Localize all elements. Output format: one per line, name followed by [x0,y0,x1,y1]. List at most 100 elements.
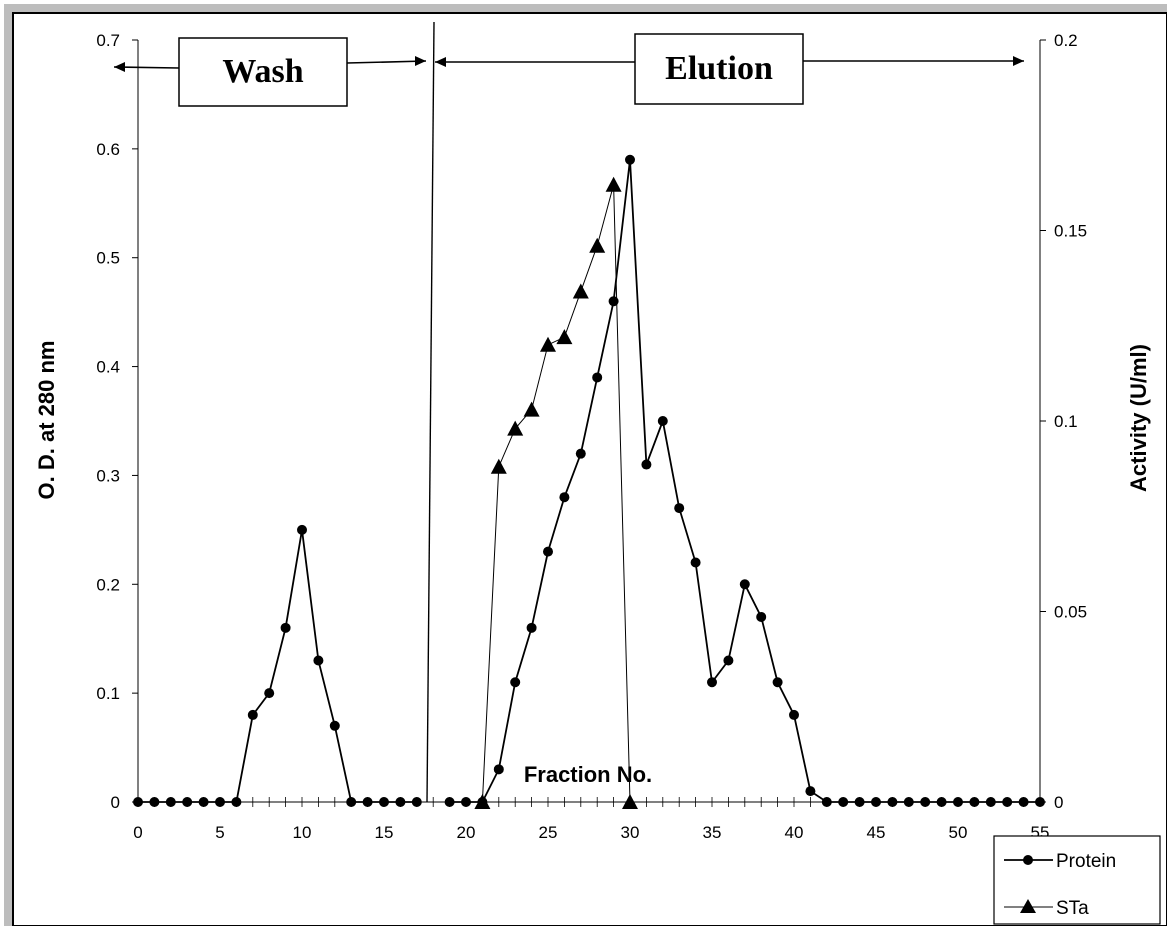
y-axis-title: O. D. at 280 nm [34,341,59,500]
protein-point [411,797,422,807]
protein-point [362,797,373,807]
protein-point [1018,797,1029,807]
protein-point [625,154,635,165]
protein-point [739,579,750,590]
protein-point [526,622,537,633]
protein-point [805,786,816,797]
sta-point [540,336,556,352]
x-tick-label: 20 [457,823,476,842]
y2-tick-label: 0 [1054,793,1063,812]
x-tick-label: 40 [785,823,804,842]
protein-point [182,797,193,807]
y2-tick-label: 0.2 [1054,31,1078,50]
protein-point [821,797,832,807]
elution-arrow-right-head [1013,56,1024,66]
protein-point [871,797,881,807]
protein-point [789,709,799,720]
elution-arrow-left-head [435,57,446,67]
protein-point [707,677,717,688]
protein-point [936,797,947,807]
protein-point [838,797,849,807]
y-tick-label: 0.6 [96,140,120,159]
protein-point [772,677,783,688]
protein-point [985,797,996,807]
elution-box [634,33,804,105]
legend-label-sta: STa [1056,898,1089,919]
x-tick-label: 0 [133,823,142,842]
protein-point [723,655,734,666]
protein-point [854,797,865,807]
protein-point [346,797,357,807]
protein-point [641,459,652,470]
protein-point [657,416,668,426]
protein-point [395,797,406,807]
protein-point [493,764,504,775]
protein-point [920,797,931,807]
y-tick-label: 0.2 [96,575,120,594]
sta-point [622,794,638,809]
protein-point [510,677,521,688]
legend-marker-sta [1020,899,1036,913]
sta-point [556,329,573,345]
legend-marker-protein [1023,855,1033,865]
protein-point [903,797,914,807]
wash-label: Wash [222,53,303,90]
protein-point [379,797,389,807]
series [133,154,1045,809]
protein-point [165,797,176,807]
protein-point [969,797,980,807]
elution-label: Elution [665,50,773,87]
protein-point [543,546,553,557]
protein-point [297,524,307,535]
legend-label-protein: Protein [1056,851,1116,872]
sta-point [490,458,507,474]
protein-point [198,797,209,807]
protein-point [1035,797,1045,807]
x-tick-label: 35 [703,823,722,842]
protein-point [461,797,471,807]
protein-point [592,372,603,383]
y-tick-label: 0.7 [96,31,120,50]
y2-tick-label: 0.1 [1054,412,1078,431]
protein-point [247,709,258,720]
x-tick-label: 25 [539,823,558,842]
protein-point [559,492,570,503]
protein-point [313,655,324,666]
legend-box [993,835,1161,925]
y-tick-label: 0.1 [96,684,120,703]
protein-point [674,503,685,514]
region-annotations: Wash Elution [113,21,1024,803]
x-tick-label: 15 [375,823,394,842]
protein-point [133,797,143,807]
sta-point [589,237,606,253]
x-axis-title: Fraction No. [524,762,652,787]
x-tick-label: 5 [215,823,224,842]
protein-point [329,720,340,731]
sta-point [507,420,524,436]
protein-point [756,611,767,622]
sta-point [523,401,540,417]
wash-arrow-left-head [114,62,125,72]
protein-point [149,797,160,807]
protein-point [953,797,963,807]
axes: 0 0.1 0.2 0.3 0.4 0.5 0.6 0.7 0 0.05 0.1 0.15 0.2 0 5 1… [96,31,1087,842]
protein-point [690,557,701,568]
y2-tick-label: 0.05 [1054,603,1087,622]
x-tick-label: 30 [621,823,640,842]
sta-point [605,176,622,192]
protein-point [608,296,619,307]
x-tick-label: 10 [293,823,312,842]
protein-point [444,797,455,807]
wash-box [178,37,348,107]
protein-point [264,688,275,699]
legend: Protein STa [993,835,1161,925]
y2-tick-label: 0.15 [1054,222,1087,241]
wash-elution-divider [426,21,435,803]
x-tick-label: 50 [949,823,968,842]
protein-point [1002,797,1013,807]
wash-arrow-right-head [415,56,426,66]
chart-area-border [12,12,1167,926]
wash-arrow-right-line [346,60,427,64]
